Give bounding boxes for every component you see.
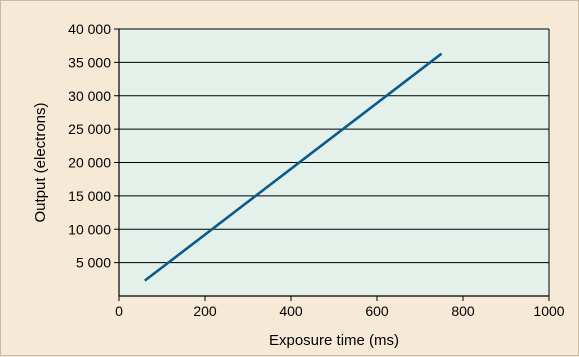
- x-tick-label: 200: [193, 303, 217, 319]
- y-tick-label: 30 000: [68, 88, 111, 104]
- x-tick-label: 800: [451, 303, 475, 319]
- y-axis-ticks: 5 000 10 000 15 000 20 000 25 000 30 000 35 00…: [68, 21, 119, 271]
- y-tick-label: 15 000: [68, 188, 111, 204]
- series-line: [144, 52, 443, 282]
- y-tick-label: 20 000: [68, 155, 111, 171]
- y-tick-label: 40 000: [68, 21, 111, 37]
- x-tick-label: 400: [279, 303, 303, 319]
- y-tick-label: 35 000: [68, 54, 111, 70]
- x-axis-ticks: 0 200 400 600 800 1000: [115, 296, 565, 319]
- series-lines: [144, 52, 443, 282]
- x-axis-label: Exposure time (ms): [269, 332, 399, 349]
- grid-lines: [119, 28, 549, 264]
- y-axis-label: Output (electrons): [32, 102, 49, 222]
- x-tick-label: 1000: [533, 303, 564, 319]
- y-tick-label: 25 000: [68, 121, 111, 137]
- y-tick-label: 5 000: [76, 255, 111, 271]
- x-tick-label: 0: [115, 303, 123, 319]
- y-tick-label: 10 000: [68, 221, 111, 237]
- x-tick-label: 600: [365, 303, 389, 319]
